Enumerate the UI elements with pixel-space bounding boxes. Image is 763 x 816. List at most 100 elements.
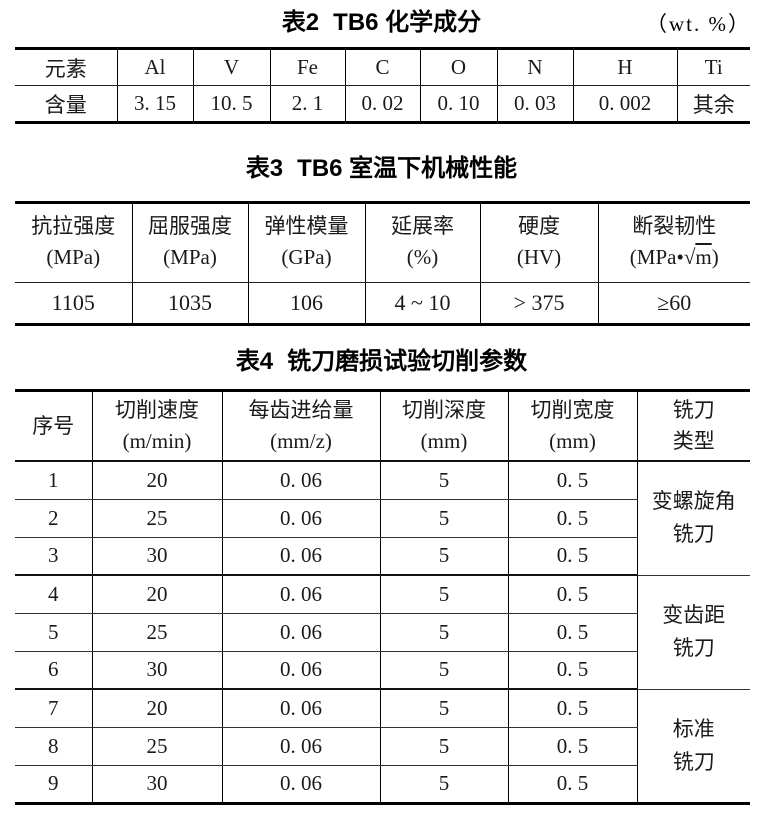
table3-header-row: 抗拉强度 (MPa) 屈服强度 (MPa) 弹性模量 (GPa) 延展率 (%)… (15, 202, 750, 283)
table2-data-cell: 0. 03 (496, 85, 573, 123)
table3-header-cell: 断裂韧性 (MPa•√m) (597, 202, 750, 283)
table4-row: 3 30 0. 06 5 0. 5 (15, 537, 750, 576)
table2-title-label: 表2 (281, 9, 320, 36)
table2-data-cell: 10. 5 (192, 85, 270, 123)
feed-per-tooth: 0. 06 (221, 651, 380, 690)
column-name: 序号 (32, 413, 75, 438)
feed-per-tooth: 0. 06 (221, 461, 380, 500)
cutting-depth: 5 (379, 575, 508, 614)
run-number: 2 (15, 499, 92, 538)
column-unit: (HV) (516, 245, 562, 269)
table4-header-cell: 切削速度 (m/min) (91, 390, 222, 462)
column-name: 切削速度 (115, 398, 199, 422)
column-unit: (MPa) (46, 245, 101, 269)
run-number: 5 (15, 613, 92, 652)
column-unit: (MPa) (163, 245, 217, 269)
column-unit: (mm/z) (270, 429, 332, 453)
table3-data-cell: 4 ~ 10 (364, 282, 480, 325)
run-number: 9 (48, 771, 59, 795)
feed-per-tooth: 0. 06 (221, 537, 380, 576)
table4-title: 表4 铣刀磨损试验切削参数 (0, 346, 763, 378)
cutting-depth: 5 (379, 461, 508, 500)
cutting-depth: 5 (379, 613, 508, 652)
run-number: 6 (15, 651, 92, 690)
unit-prefix: (MPa• (629, 245, 684, 269)
table4-header-cell: 铣刀 类型 (636, 390, 750, 462)
cutting-width: 0. 5 (507, 727, 637, 766)
cutter-type-line: 铣刀 (672, 749, 715, 774)
table3-data-cell: > 375 (479, 282, 598, 325)
table3-data-cell: 1035 (131, 282, 248, 325)
table3-header-cell: 延展率 (%) (364, 202, 480, 283)
table2-chemical-composition: 元素 Al V Fe C O N H Ti 含量 3. 15 10. 5 2. … (15, 47, 750, 124)
table4-row: 8 25 0. 06 5 0. 5 (15, 727, 750, 766)
feed-per-tooth: 0. 06 (221, 727, 380, 766)
table2-header-cell: Ti (676, 48, 750, 86)
cutting-speed: 20 (91, 461, 222, 500)
table3-title-label: 表3 (245, 155, 284, 182)
table2-data-cell: 2. 1 (269, 85, 345, 123)
cutter-type-line: 铣刀 (672, 522, 715, 547)
cutting-speed: 30 (91, 651, 222, 690)
column-name: 每齿进给量 (248, 398, 354, 422)
table4-header-cell: 切削宽度 (mm) (507, 390, 637, 462)
table4-row: 7 20 0. 06 5 0. 5 标准 铣刀 (15, 689, 750, 804)
column-name: 弹性模量 (264, 214, 349, 238)
table4-row: 4 20 0. 06 5 0. 5 变齿距 铣刀 (15, 575, 750, 690)
run-number: 1 (15, 461, 92, 500)
run-number: 8 (15, 727, 92, 766)
column-name: 延展率 (391, 214, 454, 238)
table4-row: 9 30 0. 06 5 0. 5 (15, 765, 750, 803)
table2-header-cell: C (344, 48, 420, 86)
cutting-speed: 30 (91, 537, 222, 576)
table4-row: 2 25 0. 06 5 0. 5 (15, 499, 750, 538)
sqrt-argument: m (695, 245, 712, 269)
cutting-width: 0. 5 (507, 651, 637, 690)
column-name: 断裂韧性 (632, 214, 717, 238)
table3-mechanical-properties: 抗拉强度 (MPa) 屈服强度 (MPa) 弹性模量 (GPa) 延展率 (%)… (15, 201, 750, 326)
feed-per-tooth: 0. 06 (221, 499, 380, 538)
table3-header-cell: 弹性模量 (GPa) (247, 202, 365, 283)
table2-header-cell: H (572, 48, 677, 86)
feed-per-tooth: 0. 06 (221, 689, 380, 728)
table2-data-cell: 0. 02 (344, 85, 420, 123)
feed-per-tooth: 0. 06 (221, 575, 380, 614)
table4-header-cell: 序号 (15, 390, 92, 462)
sqrt-sign: √ (683, 245, 696, 269)
column-unit-fracture-toughness: (MPa•√m) (599, 242, 750, 273)
column-unit: (GPa) (281, 245, 332, 269)
column-unit: (mm) (420, 429, 468, 453)
cutting-depth: 5 (379, 689, 508, 728)
cutting-speed: 25 (91, 613, 222, 652)
cutting-speed: 20 (91, 575, 222, 614)
table2-header-cell: Al (116, 48, 193, 86)
table2-data-cell: 其余 (676, 85, 750, 123)
unit-suffix: ) (711, 245, 719, 269)
table3-data-cell: 106 (247, 282, 365, 325)
column-name: 抗拉强度 (31, 214, 116, 238)
cutting-width: 0. 5 (507, 499, 637, 538)
table2-header-cell: Fe (269, 48, 345, 86)
table4-title-label: 表4 (235, 348, 274, 375)
table3-header-cell: 屈服强度 (MPa) (131, 202, 248, 283)
table3-title: 表3 TB6 室温下机械性能 (0, 153, 763, 185)
cutter-type-line: 变螺旋角 (651, 489, 736, 514)
column-unit: (mm) (549, 429, 596, 453)
run-number: 4 (15, 575, 92, 614)
table2-data-row: 含量 3. 15 10. 5 2. 1 0. 02 0. 10 0. 03 0.… (15, 85, 750, 123)
paper-page: 表2 TB6 化学成分 （wt. %） 元素 Al V Fe C O N H Ti… (0, 7, 763, 816)
cutting-width: 0. 5 (507, 689, 637, 728)
table4-cutting-parameters: 序号 切削速度 (m/min) 每齿进给量 (mm/z) 切削深度 (mm) 切… (15, 389, 750, 805)
table4-row: 5 25 0. 06 5 0. 5 (15, 613, 750, 652)
table2-header-cell: O (419, 48, 497, 86)
cutting-depth: 5 (379, 651, 508, 690)
column-unit: (m/min) (122, 429, 192, 453)
table2-row-label: 元素 (15, 48, 117, 86)
table3-header-cell: 硬度 (HV) (479, 202, 598, 283)
table2-header-cell: N (496, 48, 573, 86)
column-name: 类型 (672, 429, 715, 453)
feed-per-tooth: 0. 06 (221, 613, 380, 652)
table4-row: 1 20 0. 06 5 0. 5 变螺旋角 铣刀 (15, 461, 750, 576)
cutting-width: 0. 5 (507, 613, 637, 652)
cutting-width: 0. 5 (507, 537, 637, 576)
